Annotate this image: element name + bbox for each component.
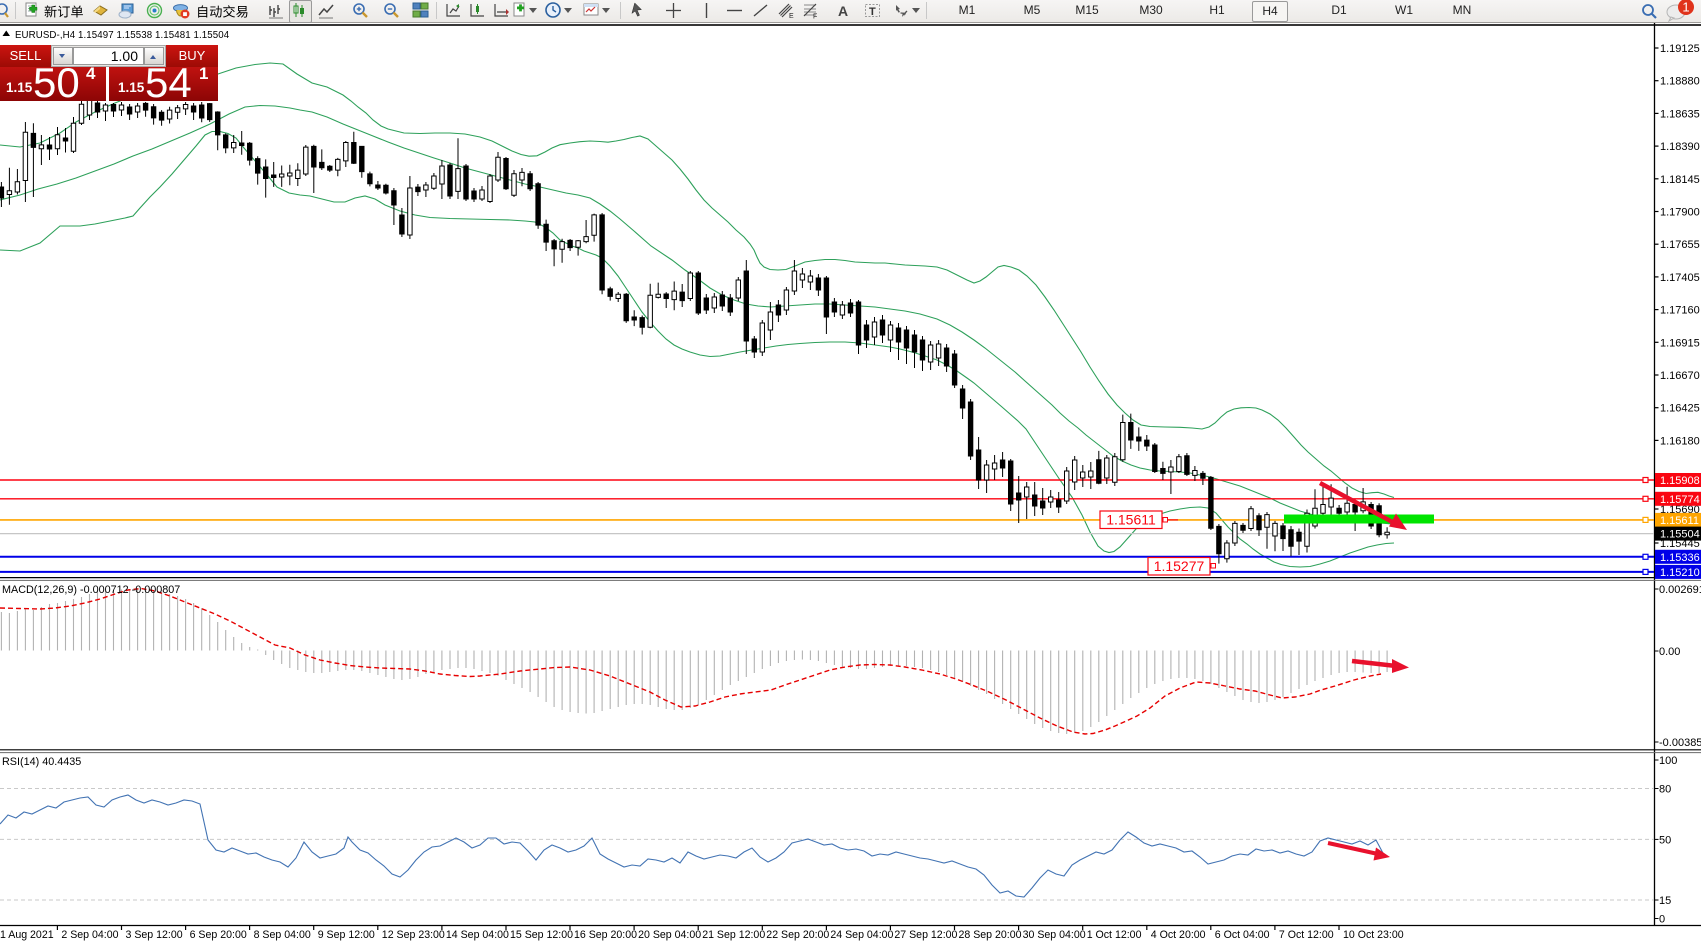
- svg-text:0.00: 0.00: [1659, 646, 1680, 658]
- svg-text:1.17655: 1.17655: [1660, 239, 1700, 251]
- svg-text:1.16180: 1.16180: [1660, 435, 1700, 447]
- svg-text:1.15611: 1.15611: [1660, 515, 1699, 527]
- svg-text:MACD(12,26,9) -0.000712 -0.000: MACD(12,26,9) -0.000712 -0.000807: [2, 584, 180, 596]
- svg-text:1.16425: 1.16425: [1660, 403, 1700, 415]
- svg-text:100: 100: [1659, 755, 1677, 767]
- svg-text:50: 50: [1659, 834, 1671, 846]
- svg-text:1.15277: 1.15277: [1154, 558, 1205, 574]
- svg-text:22 Sep 20:00: 22 Sep 20:00: [766, 929, 829, 941]
- svg-text:0.002691: 0.002691: [1659, 584, 1701, 596]
- svg-text:1.15445: 1.15445: [1660, 538, 1700, 550]
- svg-text:1.18390: 1.18390: [1660, 141, 1700, 153]
- svg-text:1.18635: 1.18635: [1660, 108, 1700, 120]
- svg-text:1: 1: [1682, 0, 1689, 15]
- svg-text:1.16915: 1.16915: [1660, 337, 1700, 349]
- svg-text:0: 0: [1659, 914, 1665, 926]
- svg-text:8 Sep 04:00: 8 Sep 04:00: [254, 929, 311, 941]
- svg-text:12 Sep 23:00: 12 Sep 23:00: [382, 929, 445, 941]
- svg-text:1.19125: 1.19125: [1660, 43, 1700, 55]
- svg-text:1.15774: 1.15774: [1660, 494, 1700, 506]
- svg-text:1.17900: 1.17900: [1660, 207, 1700, 219]
- svg-text:1.15504: 1.15504: [1660, 529, 1700, 541]
- svg-text:28 Sep 20:00: 28 Sep 20:00: [959, 929, 1022, 941]
- svg-text:1 Aug 2021: 1 Aug 2021: [0, 929, 54, 941]
- svg-text:27 Sep 12:00: 27 Sep 12:00: [894, 929, 957, 941]
- svg-text:E: E: [789, 13, 794, 19]
- svg-text:10 Oct 23:00: 10 Oct 23:00: [1343, 929, 1404, 941]
- svg-text:T: T: [869, 6, 876, 18]
- svg-text:1.18880: 1.18880: [1660, 76, 1700, 88]
- svg-text:1.18145: 1.18145: [1660, 174, 1700, 186]
- svg-text:RSI(14) 40.4435: RSI(14) 40.4435: [2, 756, 81, 768]
- svg-text:1.15611: 1.15611: [1106, 512, 1156, 528]
- svg-text:16 Sep 20:00: 16 Sep 20:00: [574, 929, 637, 941]
- svg-text:F: F: [813, 14, 817, 20]
- svg-text:3 Sep 12:00: 3 Sep 12:00: [126, 929, 183, 941]
- svg-text:1.15210: 1.15210: [1660, 567, 1700, 579]
- svg-text:14 Sep 04:00: 14 Sep 04:00: [446, 929, 509, 941]
- svg-text:1.15336: 1.15336: [1660, 552, 1700, 564]
- svg-text:30 Sep 04:00: 30 Sep 04:00: [1023, 929, 1086, 941]
- svg-text:-0.00385: -0.00385: [1659, 737, 1701, 749]
- svg-text:1.17160: 1.17160: [1660, 305, 1700, 317]
- svg-text:15 Sep 12:00: 15 Sep 12:00: [510, 929, 573, 941]
- svg-text:1 Oct 12:00: 1 Oct 12:00: [1087, 929, 1142, 941]
- svg-text:4 Oct 20:00: 4 Oct 20:00: [1151, 929, 1206, 941]
- svg-text:1.16670: 1.16670: [1660, 370, 1700, 382]
- svg-text:9 Sep 12:00: 9 Sep 12:00: [318, 929, 375, 941]
- svg-text:6 Oct 04:00: 6 Oct 04:00: [1215, 929, 1270, 941]
- svg-text:EURUSD-,H4 1.15497 1.15538 1.: EURUSD-,H4 1.15497 1.15538 1.15481 1.155…: [15, 30, 230, 41]
- svg-text:20 Sep 04:00: 20 Sep 04:00: [638, 929, 701, 941]
- svg-text:15: 15: [1659, 895, 1671, 907]
- svg-text:1.15908: 1.15908: [1660, 475, 1700, 487]
- svg-text:1.17405: 1.17405: [1660, 272, 1700, 284]
- svg-text:24 Sep 04:00: 24 Sep 04:00: [830, 929, 893, 941]
- svg-text:6 Sep 20:00: 6 Sep 20:00: [190, 929, 247, 941]
- svg-text:80: 80: [1659, 784, 1671, 796]
- svg-text:21 Sep 12:00: 21 Sep 12:00: [702, 929, 765, 941]
- svg-text:7 Oct 12:00: 7 Oct 12:00: [1279, 929, 1334, 941]
- svg-text:2 Sep 04:00: 2 Sep 04:00: [61, 929, 118, 941]
